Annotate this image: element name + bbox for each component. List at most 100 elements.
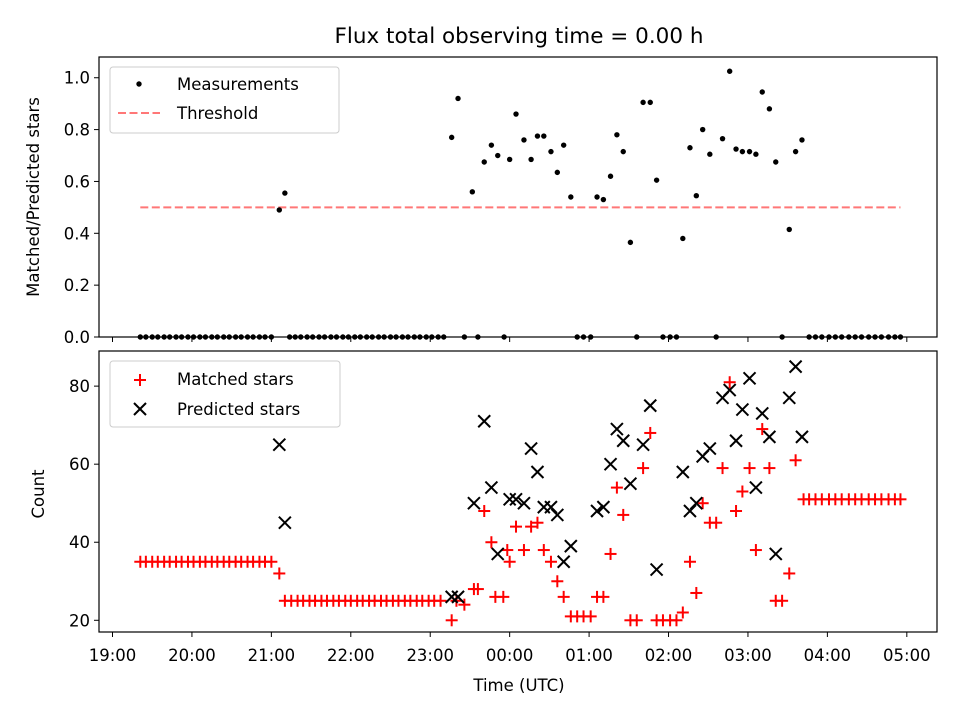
bottom-legend-box <box>109 360 341 428</box>
matched-point <box>544 555 557 568</box>
y-tick-label: 80 <box>69 377 90 396</box>
matched-point <box>723 376 736 389</box>
measurement-point <box>495 152 501 159</box>
predicted-point <box>610 422 624 436</box>
matched-point <box>503 555 516 568</box>
matched-point <box>501 544 514 557</box>
measurement-point <box>799 137 805 143</box>
y-tick-label: 0.4 <box>64 224 90 243</box>
predicted-point <box>467 496 481 510</box>
predicted-point <box>703 441 717 456</box>
matched-point <box>637 462 650 475</box>
measurement-point <box>739 148 746 155</box>
top-y-axis-label: Matched/Predicted stars <box>24 97 43 297</box>
x-tick-label: 05:00 <box>883 646 931 665</box>
measurement-point <box>640 99 646 106</box>
measurement-point <box>568 194 574 200</box>
matched-point <box>756 423 769 436</box>
predicted-point <box>742 371 757 386</box>
matched-point <box>265 555 278 568</box>
predicted-point <box>782 391 796 405</box>
predicted-point <box>683 504 697 518</box>
predicted-point <box>729 434 743 448</box>
measurement-point <box>707 151 713 157</box>
matched-point <box>497 590 510 603</box>
measurement-point <box>560 142 567 148</box>
measurement-point <box>766 106 773 112</box>
matched-point <box>736 485 749 498</box>
matched-point <box>710 516 723 529</box>
matched-point <box>434 594 447 607</box>
top-axes-frame <box>98 56 938 338</box>
predicted-point <box>788 359 803 374</box>
y-tick-label: 0.6 <box>64 172 90 191</box>
bottom-panel: Count Time (UTC) 20 40 60 80 19:00 20:00 21:00… <box>29 350 938 695</box>
matched-point <box>644 426 657 439</box>
measurement-point <box>548 148 554 155</box>
predicted-point <box>616 434 630 448</box>
matched-point <box>617 508 630 521</box>
legend-predicted-label: Predicted stars <box>177 400 300 419</box>
matched-point <box>537 544 550 557</box>
x-tick-label: 01:00 <box>565 646 613 665</box>
predicted-point <box>556 555 571 569</box>
matched-point <box>743 462 756 475</box>
series-measurements <box>137 68 904 340</box>
bottom-y-axis-label: Count <box>29 469 48 519</box>
measurement-point <box>541 133 547 139</box>
predicted-point <box>444 590 459 604</box>
predicted-point <box>491 547 505 561</box>
measurement-point <box>534 133 541 139</box>
predicted-point <box>769 547 783 561</box>
matched-point <box>789 454 802 467</box>
matched-point <box>630 614 643 627</box>
matched-point <box>683 555 696 568</box>
measurement-point <box>699 126 706 133</box>
measurement-point <box>627 239 634 246</box>
measurement-point <box>600 196 607 203</box>
predicted-point <box>643 398 657 413</box>
predicted-point <box>524 441 538 456</box>
measurement-point <box>513 111 519 117</box>
predicted-point <box>762 430 777 444</box>
x-tick-label: 20:00 <box>168 646 216 665</box>
matched-point <box>776 594 789 607</box>
series-predicted-stars <box>272 359 809 604</box>
y-tick-label: 0.2 <box>64 276 90 295</box>
predicted-point <box>795 430 809 444</box>
matched-point <box>894 493 907 506</box>
measurement-point <box>687 145 693 151</box>
top-chart-title: Flux total observing time = 0.00 h <box>335 24 704 49</box>
measurement-point <box>506 156 513 163</box>
legend-predicted-marker <box>133 402 147 416</box>
predicted-point <box>451 590 465 604</box>
matched-point <box>517 544 530 557</box>
predicted-point <box>689 496 704 510</box>
measurement-point <box>792 148 799 155</box>
matched-point <box>670 614 683 627</box>
measurement-point <box>282 190 288 196</box>
predicted-point <box>564 539 578 553</box>
predicted-point <box>502 492 517 507</box>
matched-point <box>525 520 538 533</box>
predicted-point <box>649 562 664 577</box>
matched-point <box>273 567 286 580</box>
measurement-point <box>448 134 455 141</box>
x-tick-label: 00:00 <box>486 646 534 665</box>
y-tick-label: 0.8 <box>64 121 90 140</box>
measurement-point <box>554 169 561 176</box>
x-tick-label: 21:00 <box>248 646 296 665</box>
x-tick-label: 23:00 <box>406 646 454 665</box>
matched-point <box>676 606 689 619</box>
bottom-plot-area: 20 40 60 80 19:00 20:00 21:00 22:00 23:00 00:00 01… <box>69 359 931 665</box>
matched-point <box>458 598 471 611</box>
x-axis-label: Time (UTC) <box>472 676 564 695</box>
predicted-point <box>749 480 763 495</box>
top-panel: Flux total observing time = 0.00 h Match… <box>24 24 938 347</box>
y-tick-label: 40 <box>69 533 90 552</box>
matched-point <box>584 610 597 623</box>
measurement-point <box>594 194 600 200</box>
y-tick-label: 0.0 <box>64 328 90 347</box>
matched-point <box>763 462 776 475</box>
measurement-point <box>620 148 626 155</box>
